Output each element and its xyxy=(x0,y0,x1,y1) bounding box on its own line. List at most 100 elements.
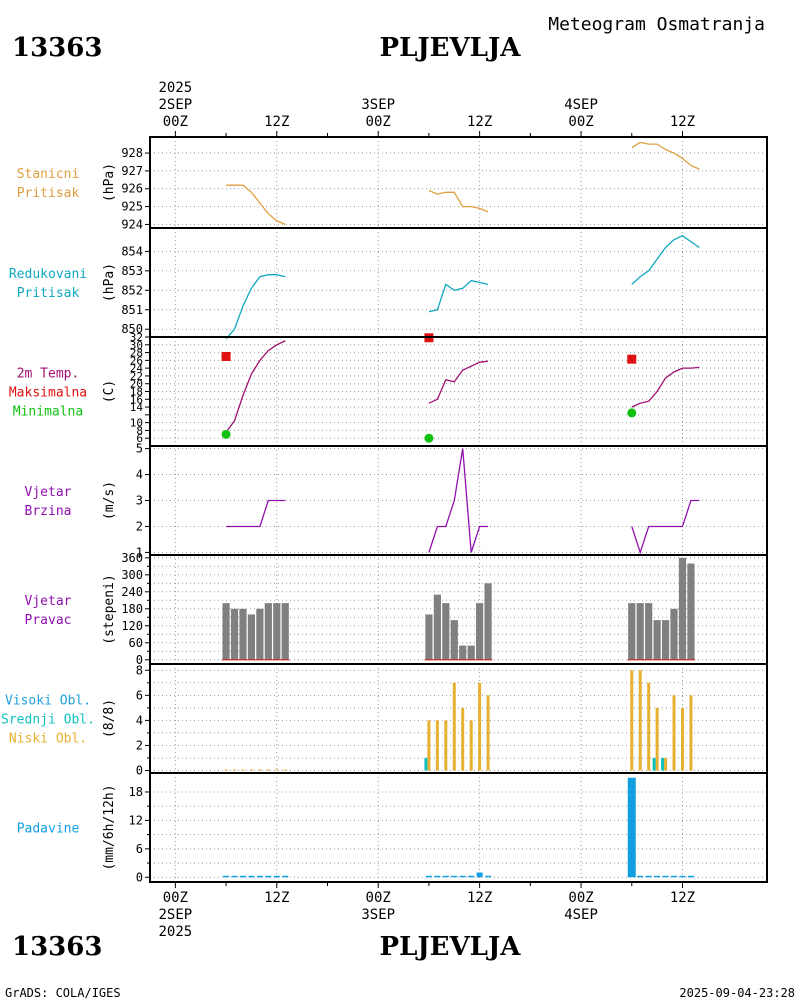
precip-bar xyxy=(434,875,441,878)
bottom-year-label: 2025 xyxy=(158,924,192,940)
cloud-bar xyxy=(672,695,676,771)
panel-label: Stanicni xyxy=(17,167,80,182)
panel-label: Redukovani xyxy=(9,267,87,282)
wind-direction-bar xyxy=(476,603,484,660)
y-axis-unit-label: (mm/6h/12h) xyxy=(102,784,117,870)
cloud-bar xyxy=(233,769,237,771)
tmax-marker xyxy=(221,351,231,361)
y-tick-label: 851 xyxy=(121,303,143,317)
y-tick-label: 20 xyxy=(130,378,143,391)
wind-direction-bar xyxy=(442,603,450,660)
y-tick-label: 6 xyxy=(136,432,143,445)
y-tick-label: 300 xyxy=(121,568,143,582)
wind-direction-bar xyxy=(239,608,247,660)
wind-direction-bar xyxy=(661,620,670,660)
y-tick-label: 5 xyxy=(136,442,143,456)
precip-bar xyxy=(687,875,694,878)
wind-direction-bar xyxy=(484,583,492,660)
y-tick-label: 928 xyxy=(121,146,143,160)
wind-direction-bar xyxy=(645,603,653,660)
precip-bar xyxy=(654,875,661,878)
chart-subtitle: Meteogram Osmatranja xyxy=(548,14,765,35)
series-line xyxy=(631,366,700,408)
y-tick-label: 180 xyxy=(121,602,143,616)
panel-label: Maksimalna xyxy=(9,386,87,401)
y-tick-label: 6 xyxy=(136,842,143,856)
y-tick-label: 927 xyxy=(121,164,143,178)
y-tick-label: 852 xyxy=(121,283,143,297)
cloud-bar xyxy=(638,670,642,771)
tmin-marker xyxy=(424,433,434,443)
y-tick-label: 26 xyxy=(130,354,143,367)
tmin-marker xyxy=(221,429,231,439)
cloud-bar xyxy=(652,757,656,771)
y-tick-label: 925 xyxy=(121,200,143,214)
panel-label: Srednji Obl. xyxy=(1,713,95,728)
wind-direction-bar xyxy=(264,603,272,660)
series-line xyxy=(225,274,286,340)
cloud-bar xyxy=(664,757,668,771)
precip-bar xyxy=(273,875,280,878)
y-tick-label: 14 xyxy=(130,401,144,414)
cloud-bar xyxy=(630,670,634,771)
wind-direction-bar xyxy=(653,620,661,660)
precip-bar xyxy=(476,872,483,878)
panel-frame xyxy=(149,227,768,338)
wind-direction-bar xyxy=(247,614,256,660)
precip-bar xyxy=(425,875,432,878)
panel-label: Pritisak xyxy=(17,286,80,301)
precip-bar xyxy=(248,875,255,878)
wind-direction-bar xyxy=(628,603,636,660)
wind-direction-bar xyxy=(636,603,644,660)
panel-frame xyxy=(149,772,768,883)
top-year-label: 2025 xyxy=(158,80,192,96)
cloud-bar xyxy=(444,720,448,771)
cloud-bar xyxy=(283,769,287,771)
y-tick-label: 924 xyxy=(121,217,143,231)
cloud-bar xyxy=(427,720,431,771)
top-hour-label: 00Z xyxy=(366,114,391,130)
y-axis-unit-label: (m/s) xyxy=(102,481,117,520)
precip-bar xyxy=(627,777,636,878)
cloud-bar xyxy=(486,695,490,771)
y-axis-unit-label: (hPa) xyxy=(102,163,117,202)
y-tick-label: 926 xyxy=(121,182,143,196)
top-hour-label: 12Z xyxy=(467,114,492,130)
cloud-bar xyxy=(478,682,482,771)
cloud-bar xyxy=(452,682,456,771)
wind-direction-bar xyxy=(256,608,264,660)
y-tick-label: 1 xyxy=(136,545,143,559)
tmin-marker xyxy=(627,408,637,418)
bottom-hour-label: 00Z xyxy=(366,890,391,906)
wind-direction-bar xyxy=(222,603,230,660)
y-tick-label: 854 xyxy=(121,244,143,258)
precip-bar xyxy=(679,875,686,878)
top-hour-label: 00Z xyxy=(568,114,593,130)
wind-direction-bar xyxy=(459,645,467,660)
wind-direction-bar xyxy=(467,645,475,660)
cloud-bar xyxy=(424,757,428,771)
y-tick-label: 120 xyxy=(121,619,143,633)
series-line xyxy=(226,184,286,225)
wind-direction-bar xyxy=(450,620,458,660)
y-tick-label: 0 xyxy=(136,870,143,884)
y-tick-label: 2 xyxy=(136,519,143,533)
y-axis-unit-label: (stepeni) xyxy=(102,574,117,644)
panel-label: Vjetar xyxy=(25,485,72,500)
y-tick-label: 24 xyxy=(130,362,144,375)
wind-direction-bar xyxy=(425,614,433,660)
panel-label: Vjetar xyxy=(25,594,72,609)
y-tick-label: 3 xyxy=(136,494,143,508)
cloud-bar xyxy=(275,769,279,771)
y-tick-label: 6 xyxy=(136,688,143,702)
y-tick-label: 0 xyxy=(136,653,143,667)
y-tick-label: 60 xyxy=(129,636,143,650)
cloud-bar xyxy=(435,720,439,771)
chart-title-bottom: PLJEVLJA xyxy=(380,932,522,962)
precip-bar xyxy=(459,875,466,878)
panel-label: Visoki Obl. xyxy=(5,694,91,709)
top-day-label: 4SEP xyxy=(564,97,598,113)
wind-direction-bar xyxy=(687,563,695,660)
y-tick-label: 240 xyxy=(121,585,143,599)
